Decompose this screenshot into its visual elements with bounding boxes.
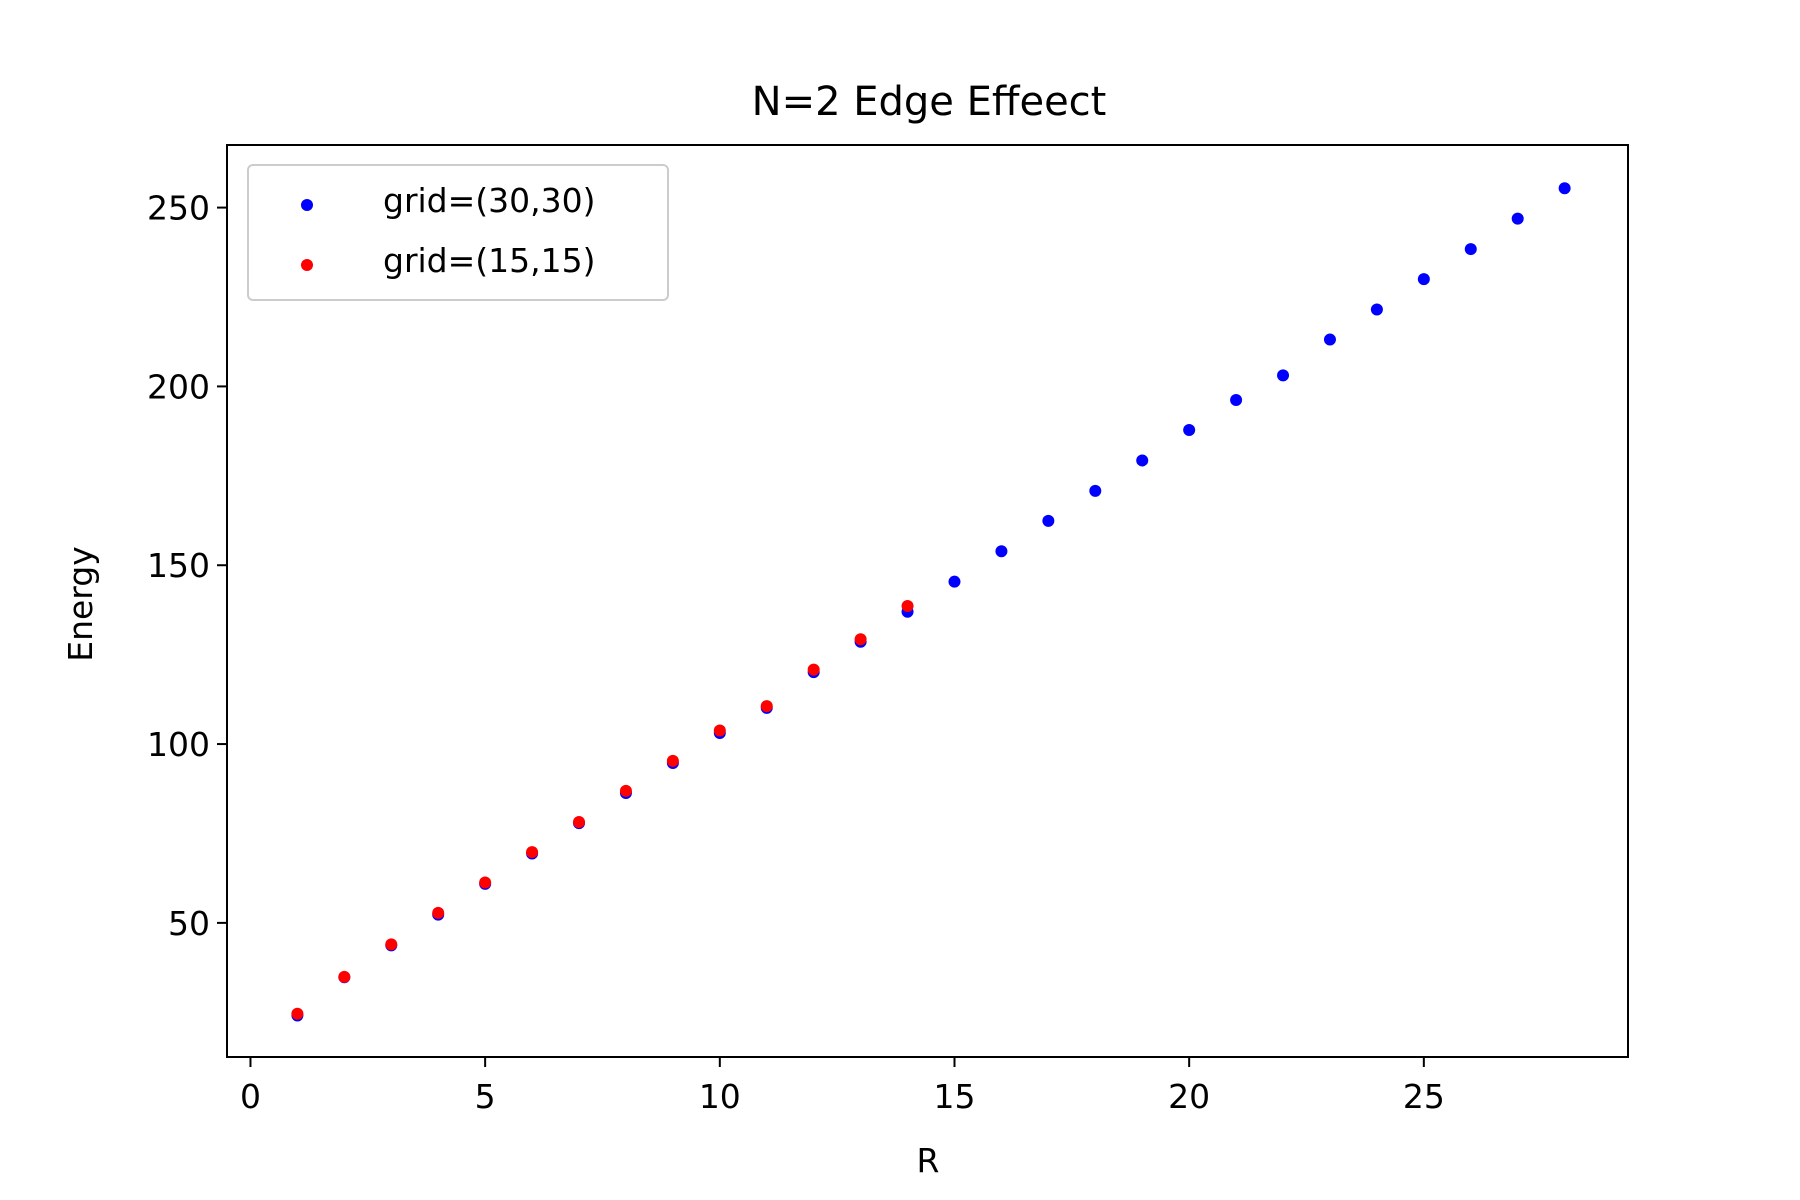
y-tick-label-100: 100 <box>147 725 210 764</box>
point-series-1-6 <box>573 816 586 829</box>
x-tick-label-20: 20 <box>1168 1077 1210 1116</box>
point-series-1-7 <box>619 784 632 797</box>
point-series-1-10 <box>760 700 773 713</box>
chart-title: N=2 Edge Effeect <box>752 79 1107 125</box>
y-tick-label-200: 200 <box>147 367 210 406</box>
point-series-1-2 <box>385 938 398 951</box>
point-series-1-13 <box>901 600 914 613</box>
y-tick-label-50: 50 <box>168 904 210 943</box>
y-tick-label-150: 150 <box>147 546 210 585</box>
point-series-1-0 <box>291 1007 304 1020</box>
x-tick-label-25: 25 <box>1403 1077 1445 1116</box>
point-series-1-8 <box>666 754 679 767</box>
x-axis-label: R <box>917 1141 940 1180</box>
series-1 <box>291 600 914 1020</box>
point-series-0-18 <box>1136 454 1149 467</box>
legend-marker-grid-15 <box>301 259 313 271</box>
point-series-1-11 <box>807 663 820 676</box>
point-series-0-23 <box>1370 303 1383 316</box>
point-series-0-26 <box>1511 212 1524 225</box>
legend: grid=(30,30) grid=(15,15) <box>247 164 669 301</box>
point-series-1-1 <box>338 970 351 983</box>
plot-area <box>291 182 1571 1022</box>
y-axis: 50 100 150 200 250 <box>147 189 227 943</box>
point-series-1-5 <box>526 846 539 859</box>
legend-box <box>247 164 669 301</box>
y-tick-label-250: 250 <box>147 189 210 228</box>
point-series-0-16 <box>1042 514 1055 527</box>
point-series-0-17 <box>1089 484 1102 497</box>
legend-marker-grid-30 <box>301 199 313 211</box>
point-series-0-14 <box>948 575 961 588</box>
point-series-0-25 <box>1464 243 1477 256</box>
point-series-0-20 <box>1230 394 1243 407</box>
point-series-0-27 <box>1558 182 1571 195</box>
point-series-0-22 <box>1323 333 1336 346</box>
point-series-0-19 <box>1183 424 1196 437</box>
legend-label-grid-30: grid=(30,30) <box>383 181 596 220</box>
x-axis: 0 5 10 15 20 25 <box>240 1057 1445 1116</box>
point-series-0-21 <box>1277 369 1290 382</box>
legend-label-grid-15: grid=(15,15) <box>383 241 596 280</box>
point-series-1-12 <box>854 633 867 646</box>
x-tick-label-10: 10 <box>699 1077 741 1116</box>
point-series-0-24 <box>1417 273 1430 286</box>
y-axis-label: Energy <box>61 546 100 662</box>
x-tick-label-5: 5 <box>475 1077 496 1116</box>
point-series-1-4 <box>479 876 492 889</box>
plot-frame <box>226 144 1629 1058</box>
point-series-1-3 <box>432 906 445 919</box>
x-tick-label-0: 0 <box>240 1077 261 1116</box>
point-series-0-15 <box>995 545 1008 558</box>
point-series-1-9 <box>713 724 726 737</box>
x-tick-label-15: 15 <box>933 1077 975 1116</box>
